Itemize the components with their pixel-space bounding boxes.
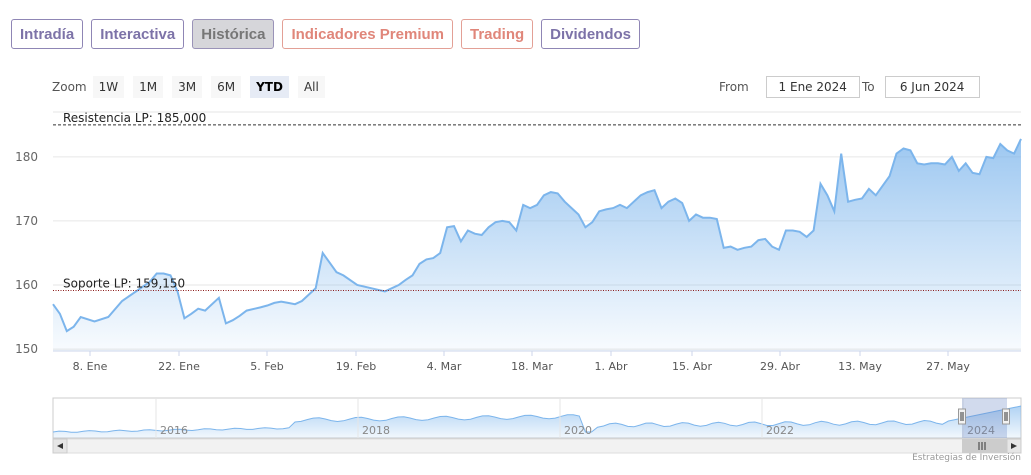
x-tick-label: 1. Abr [594, 360, 627, 373]
navigator-selection[interactable] [962, 398, 1007, 438]
credit-text: Estrategias de Inversión [912, 453, 1021, 463]
resistance-label: Resistencia LP: 185,000 [63, 111, 206, 125]
x-tick-label: 8. Ene [73, 360, 108, 373]
series-line [52, 138, 1022, 333]
navigator-year-label: 2020 [564, 424, 592, 437]
zoom-button-6m[interactable]: 6M [211, 76, 242, 98]
to-date-input[interactable]: 6 Jun 2024 [884, 76, 980, 98]
x-tick-label: 18. Mar [511, 360, 553, 373]
y-axis: 150 160 170 180 [15, 150, 38, 356]
x-tick-label: 4. Mar [427, 360, 462, 373]
navigator-year-label: 2018 [362, 424, 390, 437]
x-tick-label: 27. May [926, 360, 970, 373]
navigator-year-label: 2016 [160, 424, 188, 437]
to-label: To [862, 80, 875, 94]
navigator[interactable]: 2016 2018 2020 2022 2024 [52, 397, 1022, 454]
zoom-button-all[interactable]: All [297, 76, 325, 98]
x-tick-label: 5. Feb [250, 360, 283, 373]
navigator-line [52, 405, 1022, 433]
arrow-right-icon [1011, 443, 1017, 449]
scrollbar-track[interactable] [52, 438, 1022, 454]
tab-interactiva[interactable]: Interactiva [91, 19, 185, 49]
to-date-group: To 6 Jun 2024 [862, 76, 980, 98]
navigator-handle-right[interactable] [1002, 408, 1010, 425]
zoom-button-3m[interactable]: 3M [172, 76, 203, 98]
from-date-group: From 1 Ene 2024 [719, 76, 860, 98]
support-label: Soporte LP: 159,150 [63, 276, 185, 290]
x-axis: 8. Ene 22. Ene 5. Feb 19. Feb 4. Mar 18. Mar 1… [53, 350, 1021, 373]
zoom-label: Zoom [52, 80, 87, 94]
series-area [53, 138, 1021, 351]
plot-lines: Resistencia LP: 185,000 Soporte LP: 159,1… [53, 111, 1021, 291]
zoom-selector: Zoom 1W 1M 3M 6M YTD All [52, 76, 334, 98]
tab-bar: Intradía Interactiva Histórica Indicadores … [11, 19, 641, 49]
x-tick-label: 19. Feb [336, 360, 376, 373]
navigator-year-label: 2024 [967, 424, 995, 437]
tab-dividendos[interactable]: Dividendos [541, 19, 641, 49]
tab-indicadores-premium[interactable]: Indicadores Premium [282, 19, 453, 49]
y-tick-label: 180 [15, 150, 38, 164]
from-date-input[interactable]: 1 Ene 2024 [765, 76, 860, 98]
zoom-button-1m[interactable]: 1M [133, 76, 164, 98]
x-tick-label: 22. Ene [158, 360, 200, 373]
tab-intradía[interactable]: Intradía [11, 19, 84, 49]
y-tick-label: 150 [15, 342, 38, 356]
from-label: From [719, 80, 749, 94]
tab-histórica[interactable]: Histórica [192, 19, 275, 49]
price-series [52, 138, 1022, 351]
zoom-button-ytd[interactable]: YTD [250, 76, 289, 98]
navigator-year-label: 2022 [766, 424, 794, 437]
arrow-left-icon [57, 443, 63, 449]
navigator-area [53, 406, 1021, 438]
y-tick-label: 170 [15, 214, 38, 228]
x-tick-label: 29. Abr [760, 360, 800, 373]
x-tick-label: 15. Abr [672, 360, 712, 373]
x-tick-label: 13. May [838, 360, 882, 373]
tab-trading[interactable]: Trading [461, 19, 534, 49]
zoom-button-1w[interactable]: 1W [92, 76, 125, 98]
navigator-handle-left[interactable] [958, 408, 966, 425]
y-tick-label: 160 [15, 278, 38, 292]
